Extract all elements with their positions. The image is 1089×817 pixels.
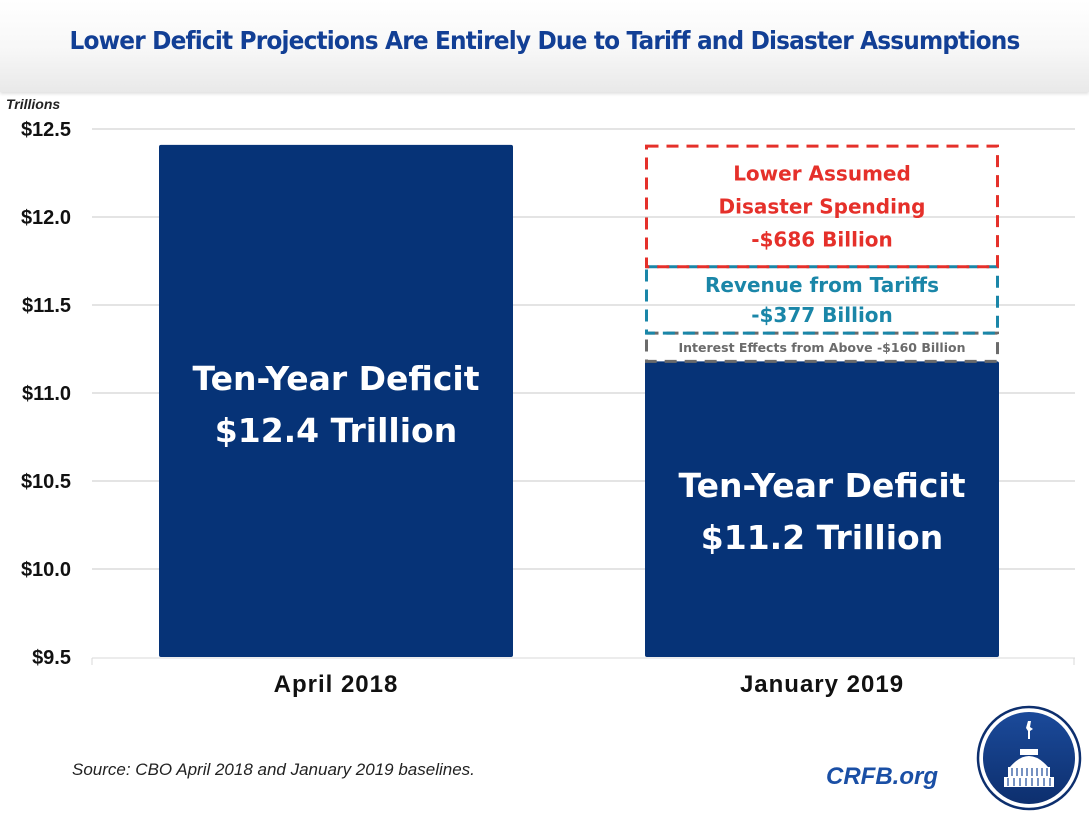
- reduction-label: Interest Effects from Above -$160 Billio…: [679, 340, 966, 355]
- bar-label-value: $11.2 Trillion: [701, 518, 943, 557]
- reduction-label: -$377 Billion: [751, 303, 893, 327]
- x-category-label: January 2019: [740, 671, 904, 698]
- y-tick-label: $9.5: [32, 647, 71, 669]
- y-tick-label: $12.0: [21, 207, 71, 229]
- bar-label-title: Ten-Year Deficit: [678, 466, 965, 505]
- y-tick-label: $11.5: [22, 295, 71, 317]
- y-tick-label: $10.0: [21, 559, 71, 581]
- reduction-label: Lower Assumed: [733, 161, 911, 185]
- source-note: Source: CBO April 2018 and January 2019 …: [72, 760, 475, 779]
- x-category-label: April 2018: [274, 671, 399, 698]
- bar-april-2018: [159, 144, 513, 658]
- y-tick-label: $11.0: [22, 383, 71, 405]
- reduction-box-interest-effects-from-above: [645, 331, 999, 363]
- title-banner: Lower Deficit Projections Are Entirely D…: [0, 0, 1089, 92]
- reduction-label: Revenue from Tariffs: [705, 273, 939, 297]
- bar-label-value: $12.4 Trillion: [215, 411, 457, 450]
- y-tick-label: $12.5: [21, 119, 71, 141]
- reduction-box-lower-assumed-disaster-spending: [645, 144, 999, 269]
- reduction-label: -$686 Billion: [751, 227, 893, 251]
- y-tick-label: $10.5: [21, 471, 71, 493]
- reduction-box-revenue-from-tariffs: [645, 265, 999, 335]
- reduction-label: Disaster Spending: [719, 194, 926, 218]
- chart-title: Lower Deficit Projections Are Entirely D…: [69, 26, 1021, 55]
- bar-january-2019: [645, 361, 999, 657]
- y-axis-unit-label: Trillions: [6, 96, 61, 112]
- brand-link[interactable]: CRFB.org: [826, 763, 938, 790]
- capitol-dome-icon: [976, 705, 1082, 811]
- bar-label-title: Ten-Year Deficit: [192, 359, 479, 398]
